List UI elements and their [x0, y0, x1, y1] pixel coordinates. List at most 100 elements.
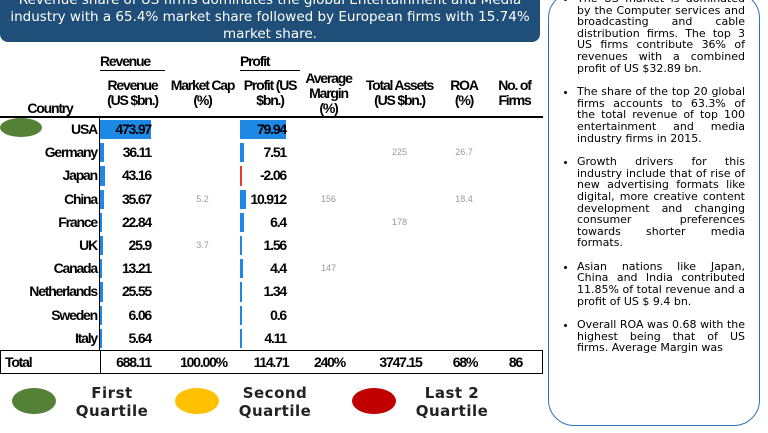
table-cell: 43.16	[100, 164, 165, 187]
table-cell	[300, 141, 357, 164]
table-cell: 1.34	[240, 280, 300, 303]
table-cell	[486, 211, 543, 234]
table-cell: -2.06	[240, 164, 300, 187]
table-cell	[165, 327, 240, 350]
table-cell	[357, 327, 442, 350]
table-cell: 26.7	[442, 141, 486, 164]
data-bar	[100, 305, 102, 325]
table-cell	[486, 141, 543, 164]
table-cell	[486, 304, 543, 327]
data-bar	[100, 143, 104, 163]
data-bar	[240, 259, 243, 279]
table-row: Germany 36.11 7.51 225 26.7	[0, 141, 543, 165]
cell-value: USA	[71, 121, 98, 138]
cell-value: 147	[320, 263, 337, 274]
table-cell: 147	[300, 257, 357, 280]
data-bar	[100, 282, 103, 302]
total-cell: 240%	[313, 353, 346, 370]
table-cell	[165, 118, 240, 141]
title-banner: Revenue share of US firms dominates the …	[0, 0, 540, 42]
cell-value: China	[64, 190, 98, 207]
cell-value: 25.9	[128, 237, 153, 254]
table-cell	[300, 280, 357, 303]
data-bar	[240, 328, 243, 348]
table-cell: 10.912	[240, 188, 300, 211]
total-cell: 114.71	[253, 353, 290, 370]
cell-value: Italy	[74, 329, 98, 346]
table-row: Japan 43.16 -2.06	[0, 164, 543, 188]
cell-value: 178	[391, 216, 408, 227]
cell-value: 7.51	[263, 144, 288, 161]
table-cell	[300, 304, 357, 327]
table-cell	[442, 164, 486, 187]
table-row: UK 25.9 3.7 1.56	[0, 234, 543, 258]
table-cell: Canada	[0, 257, 100, 281]
table-cell	[357, 257, 442, 280]
table-cell: China	[0, 187, 100, 211]
cell-value: Netherlands	[29, 283, 98, 300]
table-cell	[442, 118, 486, 141]
cell-value: France	[58, 213, 98, 230]
table-cell: 18.4	[442, 188, 486, 211]
group-header: Profit	[240, 52, 300, 71]
notes-list: The US market is dominated by the Comput…	[549, 0, 759, 354]
table-cell	[357, 188, 442, 211]
quartile-marker	[0, 118, 42, 137]
column-header: Profit (US $bn.)	[243, 77, 298, 108]
table-cell	[486, 118, 543, 141]
table-row: USA 473.97 79.94	[0, 118, 543, 142]
table-cell	[442, 304, 486, 327]
cell-value: 6.06	[128, 306, 153, 323]
column-header: Average Margin (%)	[305, 69, 353, 116]
data-bar	[240, 236, 242, 256]
cell-value: Germany	[44, 144, 99, 161]
column-header: Total Assets (US $bn.)	[365, 77, 434, 108]
table-cell	[300, 327, 357, 350]
cell-value: 13.21	[121, 260, 152, 277]
cell-value: -2.06	[260, 167, 287, 184]
legend-swatch	[352, 388, 396, 414]
table-cell: 0.6	[240, 304, 300, 327]
data-bar	[100, 328, 102, 348]
table-row: Sweden 6.06 0.6	[0, 303, 543, 327]
data-bar	[240, 189, 247, 209]
data-bar	[100, 259, 102, 279]
legend-label: Second Quartile	[238, 384, 312, 420]
cell-value: 156	[320, 193, 337, 204]
table-cell: 156	[300, 188, 357, 211]
table-cell	[486, 188, 543, 211]
cell-value: Japan	[62, 167, 99, 184]
table-cell	[357, 118, 442, 141]
cell-value: 3.7	[196, 240, 209, 251]
cell-value: 5.2	[196, 193, 209, 204]
legend-label: First Quartile	[75, 384, 149, 420]
table-cell	[300, 234, 357, 257]
total-cell: 100.00%	[180, 353, 228, 370]
table-row: Italy 5.64 4.11	[0, 326, 543, 350]
table-cell: 1.56	[240, 234, 300, 257]
note: The share of the top 20 global firms acc…	[577, 86, 745, 144]
cell-value: 18.4	[455, 193, 473, 204]
note: Overall ROA was 0.68 with the highest be…	[577, 319, 745, 354]
legend-swatch	[175, 388, 219, 414]
table-cell: USA	[0, 118, 100, 142]
cell-value: 25.55	[121, 283, 152, 300]
table-cell	[486, 327, 543, 350]
table-cell	[357, 234, 442, 257]
table-cell	[486, 164, 543, 187]
table-cell: Netherlands	[0, 280, 100, 304]
note: Growth drivers for this industry include…	[577, 156, 745, 249]
notes-panel: The US market is dominated by the Comput…	[548, 0, 760, 426]
legend-label: Last 2 Quartile	[415, 384, 489, 420]
cell-value: 1.56	[263, 237, 288, 254]
table-cell	[165, 211, 240, 234]
cell-value: 35.67	[121, 190, 152, 207]
cell-value: UK	[79, 237, 98, 254]
cell-value: 4.11	[264, 329, 287, 346]
cell-value: 79.94	[256, 121, 287, 138]
data-bar	[100, 166, 105, 186]
table-cell: 5.2	[165, 188, 240, 211]
table-cell: 178	[357, 211, 442, 234]
column-header: ROA (%)	[450, 77, 479, 108]
